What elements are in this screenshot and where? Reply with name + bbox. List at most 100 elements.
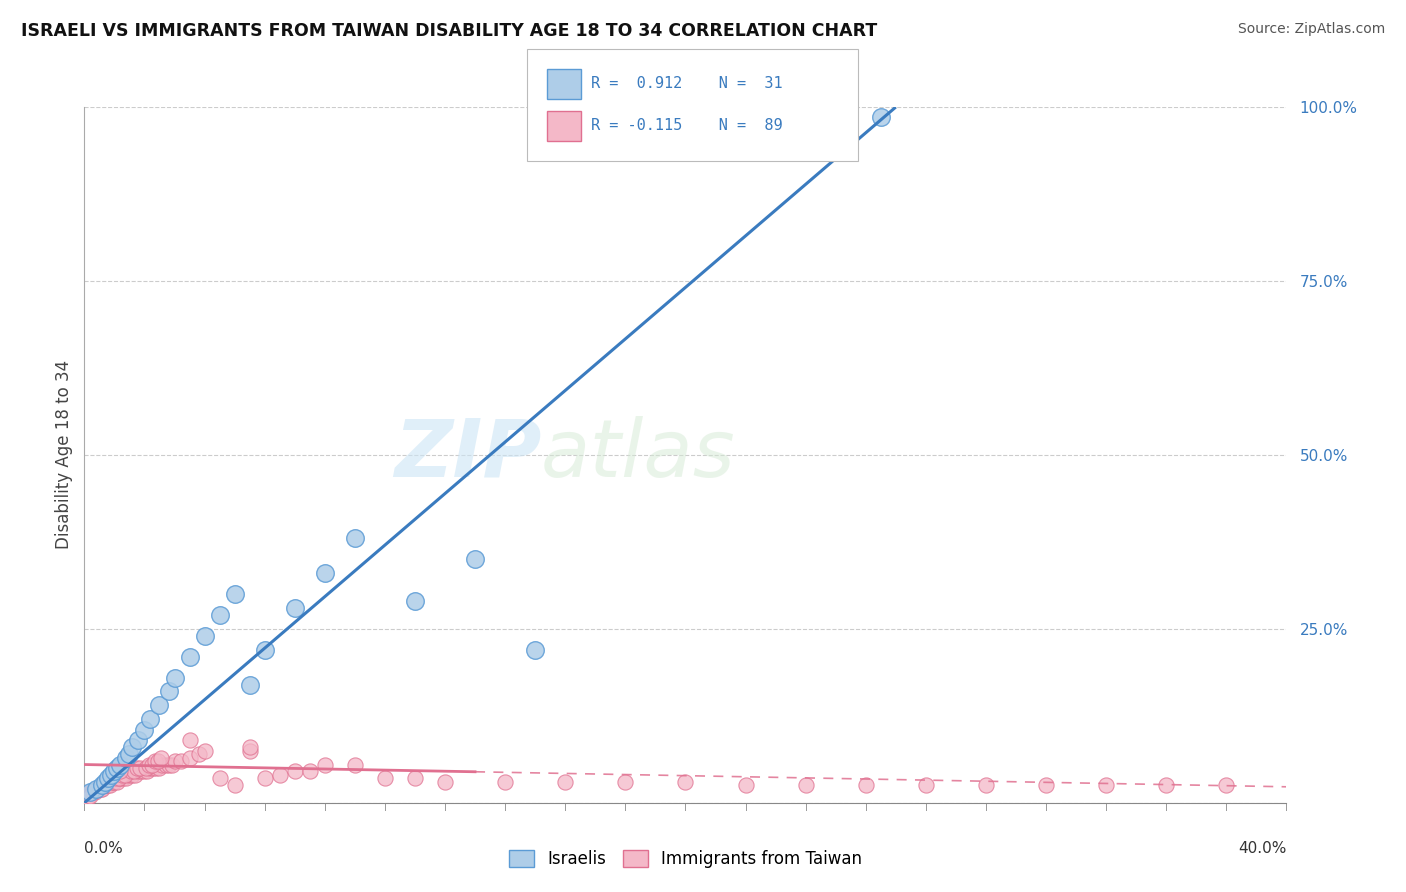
Text: 0.0%: 0.0% [84,841,124,856]
Point [114,768,136,782]
Point [131,764,153,779]
Point [239,744,262,758]
Point [135,761,157,775]
Point [101,775,124,789]
Point [90,781,112,796]
Point [974,778,997,792]
Point [122,764,145,779]
Point [157,684,180,698]
Point [524,642,547,657]
Point [91,778,114,792]
Point [141,757,163,772]
Point [169,754,191,768]
Point [343,757,366,772]
Point [87,781,110,796]
Point [136,764,159,779]
Point [138,757,160,772]
Point [269,768,291,782]
Point [124,768,146,782]
Point [152,757,174,772]
Point [148,698,170,713]
Point [794,778,817,792]
Point [91,778,114,792]
Point [129,761,152,775]
Point [142,761,165,775]
Point [139,761,162,775]
Point [86,781,108,796]
Point [915,778,938,792]
Point [253,772,276,786]
Point [80,785,103,799]
Point [83,785,105,799]
Point [284,764,307,779]
Point [121,768,143,782]
Point [108,772,131,786]
Point [869,111,891,125]
Y-axis label: Disability Age 18 to 34: Disability Age 18 to 34 [55,360,73,549]
Point [494,775,516,789]
Point [148,761,170,775]
Point [1035,778,1057,792]
Point [89,781,111,796]
Point [143,754,166,768]
Text: R =  0.912    N =  31: R = 0.912 N = 31 [591,77,782,91]
Point [404,594,426,608]
Point [224,587,246,601]
Point [1156,778,1178,792]
Point [194,629,217,643]
Point [298,764,321,779]
Legend: Israelis, Immigrants from Taiwan: Israelis, Immigrants from Taiwan [502,843,869,874]
Point [208,607,231,622]
Text: ZIP: ZIP [394,416,541,494]
Point [118,768,141,782]
Point [1095,778,1118,792]
Point [118,747,141,761]
Point [79,785,101,799]
Point [77,789,100,803]
Point [187,747,209,761]
Point [343,532,366,546]
Point [82,785,104,799]
Point [224,778,246,792]
Text: Source: ZipAtlas.com: Source: ZipAtlas.com [1237,22,1385,37]
Text: R = -0.115    N =  89: R = -0.115 N = 89 [591,119,782,133]
Point [1215,778,1237,792]
Point [120,764,142,779]
Point [160,757,183,772]
Point [179,750,201,764]
Point [554,775,576,789]
Point [163,671,186,685]
Point [115,772,138,786]
Point [97,772,120,786]
Point [94,778,117,792]
Point [107,761,129,775]
Point [97,778,120,792]
Point [79,789,101,803]
Point [110,772,132,786]
Text: atlas: atlas [541,416,735,494]
Point [239,740,262,755]
Point [675,775,697,789]
Point [125,761,148,775]
Point [127,733,149,747]
Point [208,772,231,786]
Point [91,781,114,796]
Point [163,754,186,768]
Point [127,764,149,779]
Point [103,775,125,789]
Point [314,757,336,772]
Point [93,778,115,792]
Point [134,723,156,737]
Point [146,754,169,768]
Point [374,772,396,786]
Point [121,740,143,755]
Point [145,761,167,775]
Point [79,785,101,799]
Point [404,772,426,786]
Point [112,772,135,786]
Point [100,768,122,782]
Point [110,757,132,772]
Point [100,775,122,789]
Point [157,757,180,772]
Point [107,775,129,789]
